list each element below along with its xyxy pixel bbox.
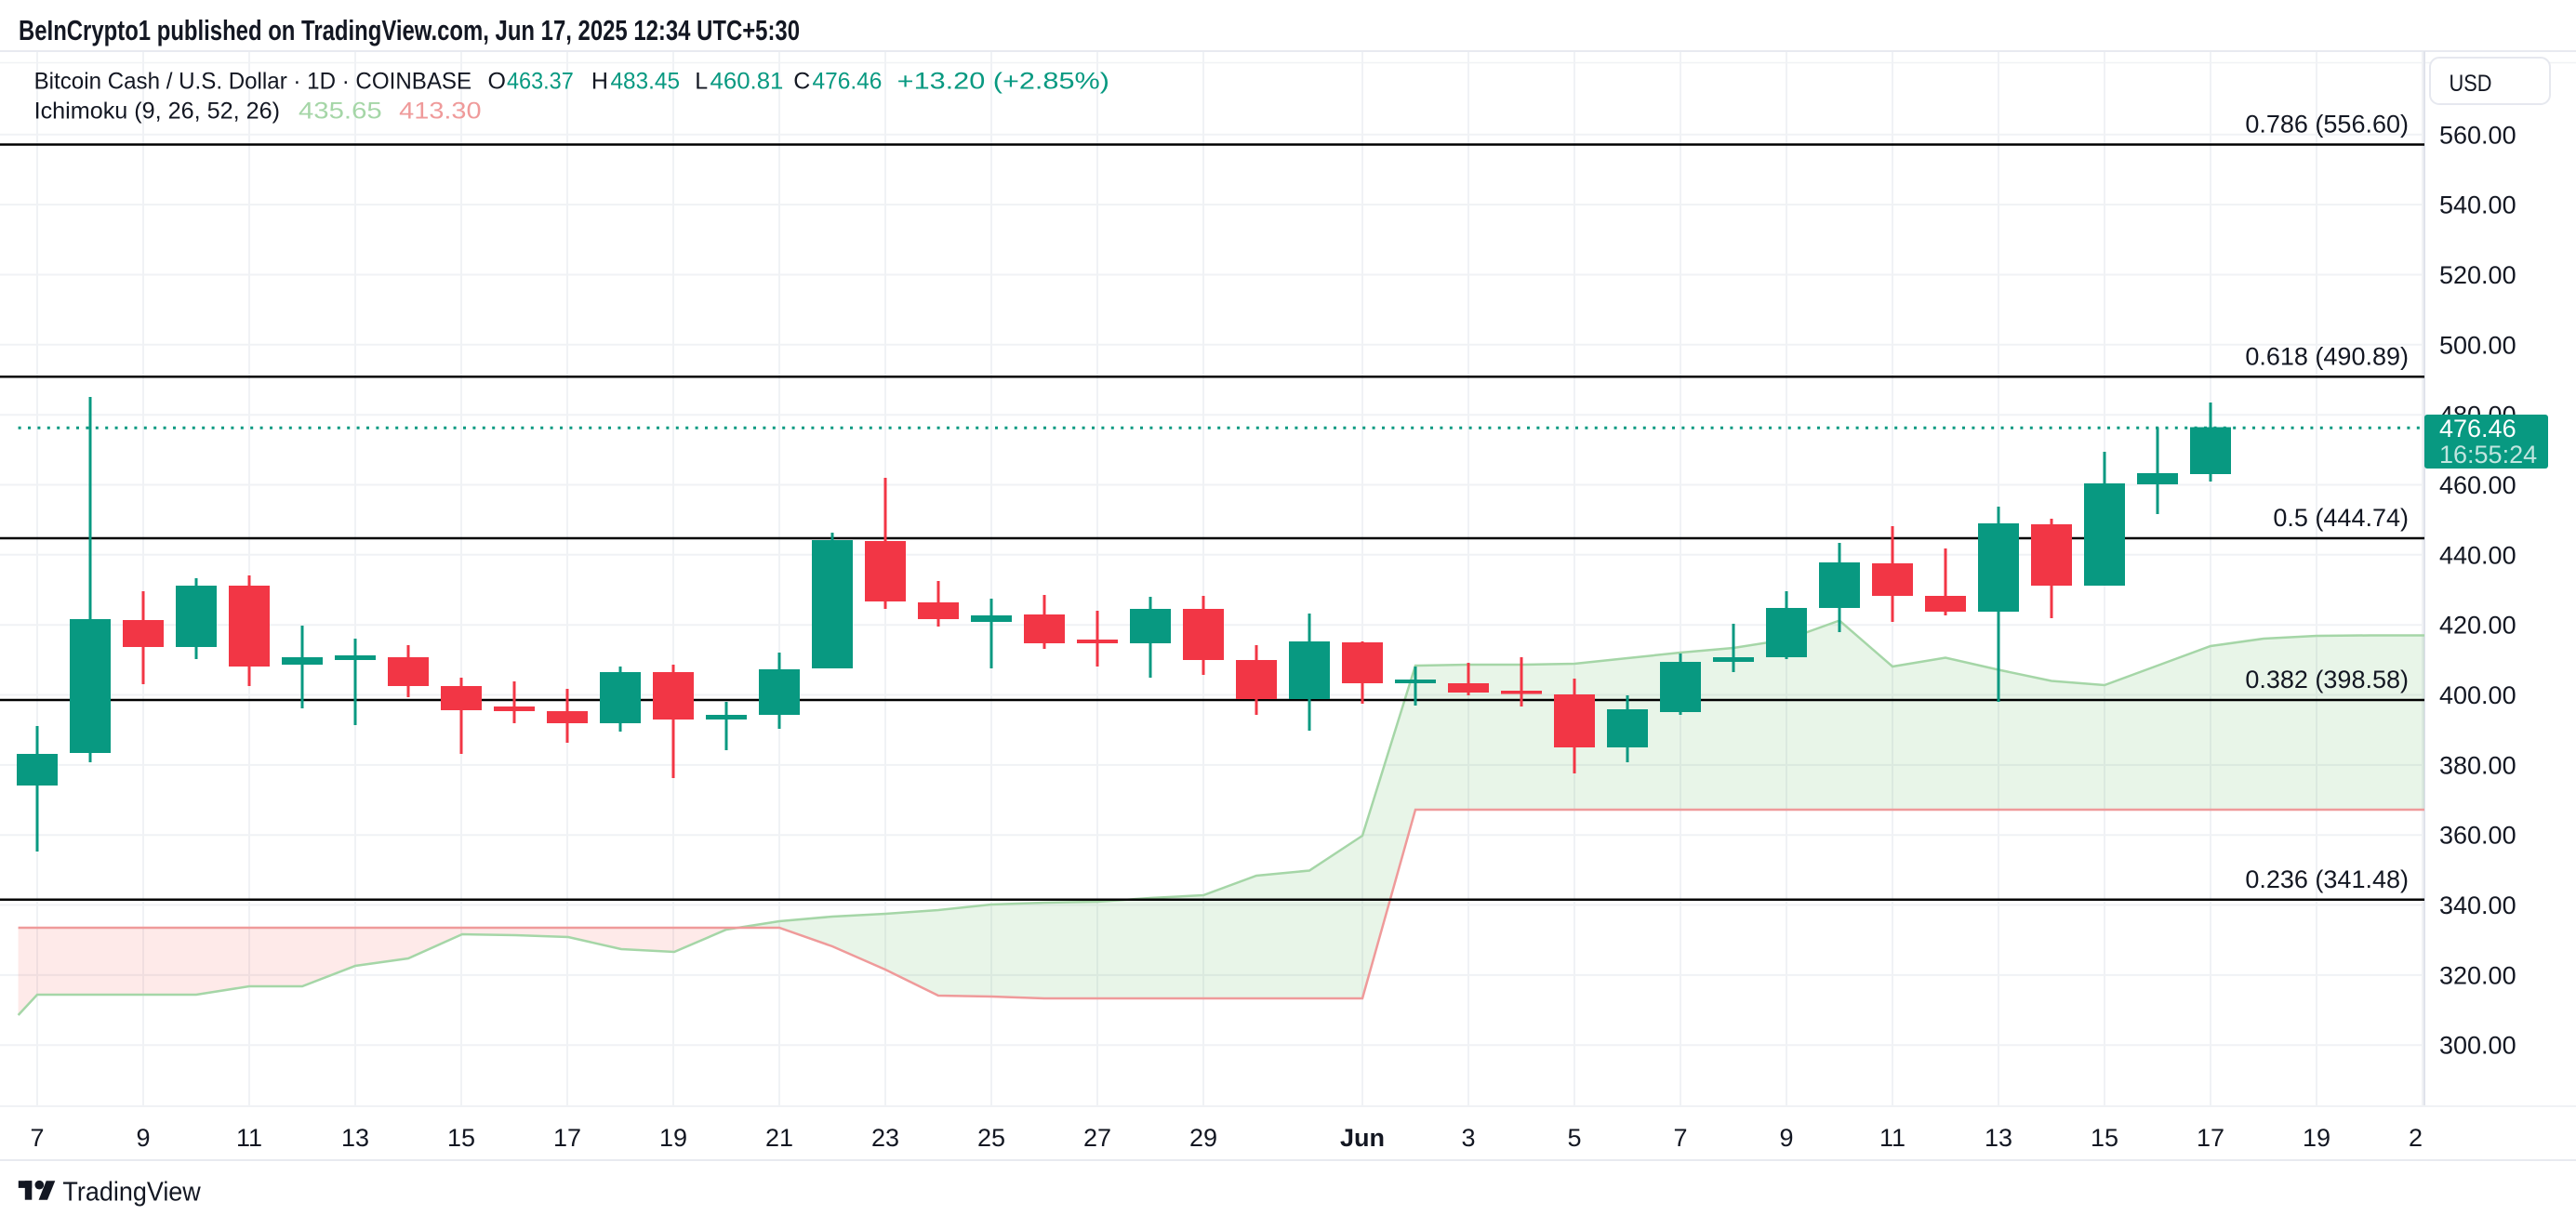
svg-text:460.81: 460.81 [710,69,784,95]
svg-text:+13.20 (+2.85%): +13.20 (+2.85%) [897,69,1109,95]
svg-text:11: 11 [236,1124,262,1152]
svg-text:520.00: 520.00 [2439,261,2516,289]
svg-text:C: C [793,69,810,95]
svg-text:19: 19 [659,1124,687,1152]
svg-text:5: 5 [1567,1124,1581,1152]
svg-text:300.00: 300.00 [2439,1032,2516,1060]
svg-text:L: L [695,69,708,95]
svg-text:420.00: 420.00 [2439,612,2516,640]
svg-text:25: 25 [977,1124,1005,1152]
svg-text:H: H [591,69,608,95]
svg-text:0.236 (341.48): 0.236 (341.48) [2245,865,2409,893]
svg-text:0.786 (556.60): 0.786 (556.60) [2245,111,2409,139]
svg-text:460.00: 460.00 [2439,471,2516,499]
svg-text:Bitcoin Cash / U.S. Dollar · 1: Bitcoin Cash / U.S. Dollar · 1D · COINBA… [34,69,472,95]
svg-text:320.00: 320.00 [2439,961,2516,989]
svg-text:16:55:24: 16:55:24 [2439,441,2537,469]
svg-text:11: 11 [1879,1124,1905,1152]
svg-text:463.37: 463.37 [507,69,574,95]
svg-text:560.00: 560.00 [2439,121,2516,149]
svg-text:440.00: 440.00 [2439,541,2516,569]
svg-text:7: 7 [30,1124,44,1152]
svg-text:500.00: 500.00 [2439,331,2516,359]
svg-text:USD: USD [2450,71,2492,97]
svg-text:380.00: 380.00 [2439,751,2516,779]
svg-text:23: 23 [871,1124,899,1152]
svg-text:340.00: 340.00 [2439,891,2516,919]
svg-text:9: 9 [136,1124,150,1152]
svg-text:476.46: 476.46 [2439,415,2516,442]
svg-text:476.46: 476.46 [813,69,883,95]
svg-text:Ichimoku (9, 26, 52, 26): Ichimoku (9, 26, 52, 26) [34,99,280,125]
svg-text:13: 13 [341,1124,369,1152]
svg-text:21: 21 [765,1124,793,1152]
svg-text:BeInCrypto1 published on Tradi: BeInCrypto1 published on TradingView.com… [19,14,800,46]
svg-text:9: 9 [1779,1124,1793,1152]
svg-text:360.00: 360.00 [2439,822,2516,850]
svg-text:29: 29 [1189,1124,1217,1152]
svg-text:540.00: 540.00 [2439,191,2516,219]
svg-text:17: 17 [553,1124,581,1152]
svg-text:O: O [488,69,506,95]
svg-text:400.00: 400.00 [2439,681,2516,709]
svg-text:413.30: 413.30 [399,99,481,125]
svg-text:27: 27 [1083,1124,1111,1152]
svg-text:15: 15 [447,1124,475,1152]
svg-text:435.65: 435.65 [299,99,382,125]
svg-text:13: 13 [1985,1124,2012,1152]
svg-text:0.382 (398.58): 0.382 (398.58) [2245,666,2409,693]
svg-text:19: 19 [2303,1124,2330,1152]
svg-text:7: 7 [1673,1124,1687,1152]
svg-text:17: 17 [2197,1124,2224,1152]
svg-text:483.45: 483.45 [611,69,681,95]
svg-text:15: 15 [2091,1124,2118,1152]
svg-text:TradingView: TradingView [62,1178,201,1208]
svg-text:2: 2 [2409,1124,2423,1152]
svg-text:3: 3 [1461,1124,1475,1152]
svg-text:0.5 (444.74): 0.5 (444.74) [2273,504,2409,532]
svg-text:Jun: Jun [1340,1124,1385,1152]
svg-text:0.618 (490.89): 0.618 (490.89) [2245,342,2409,370]
